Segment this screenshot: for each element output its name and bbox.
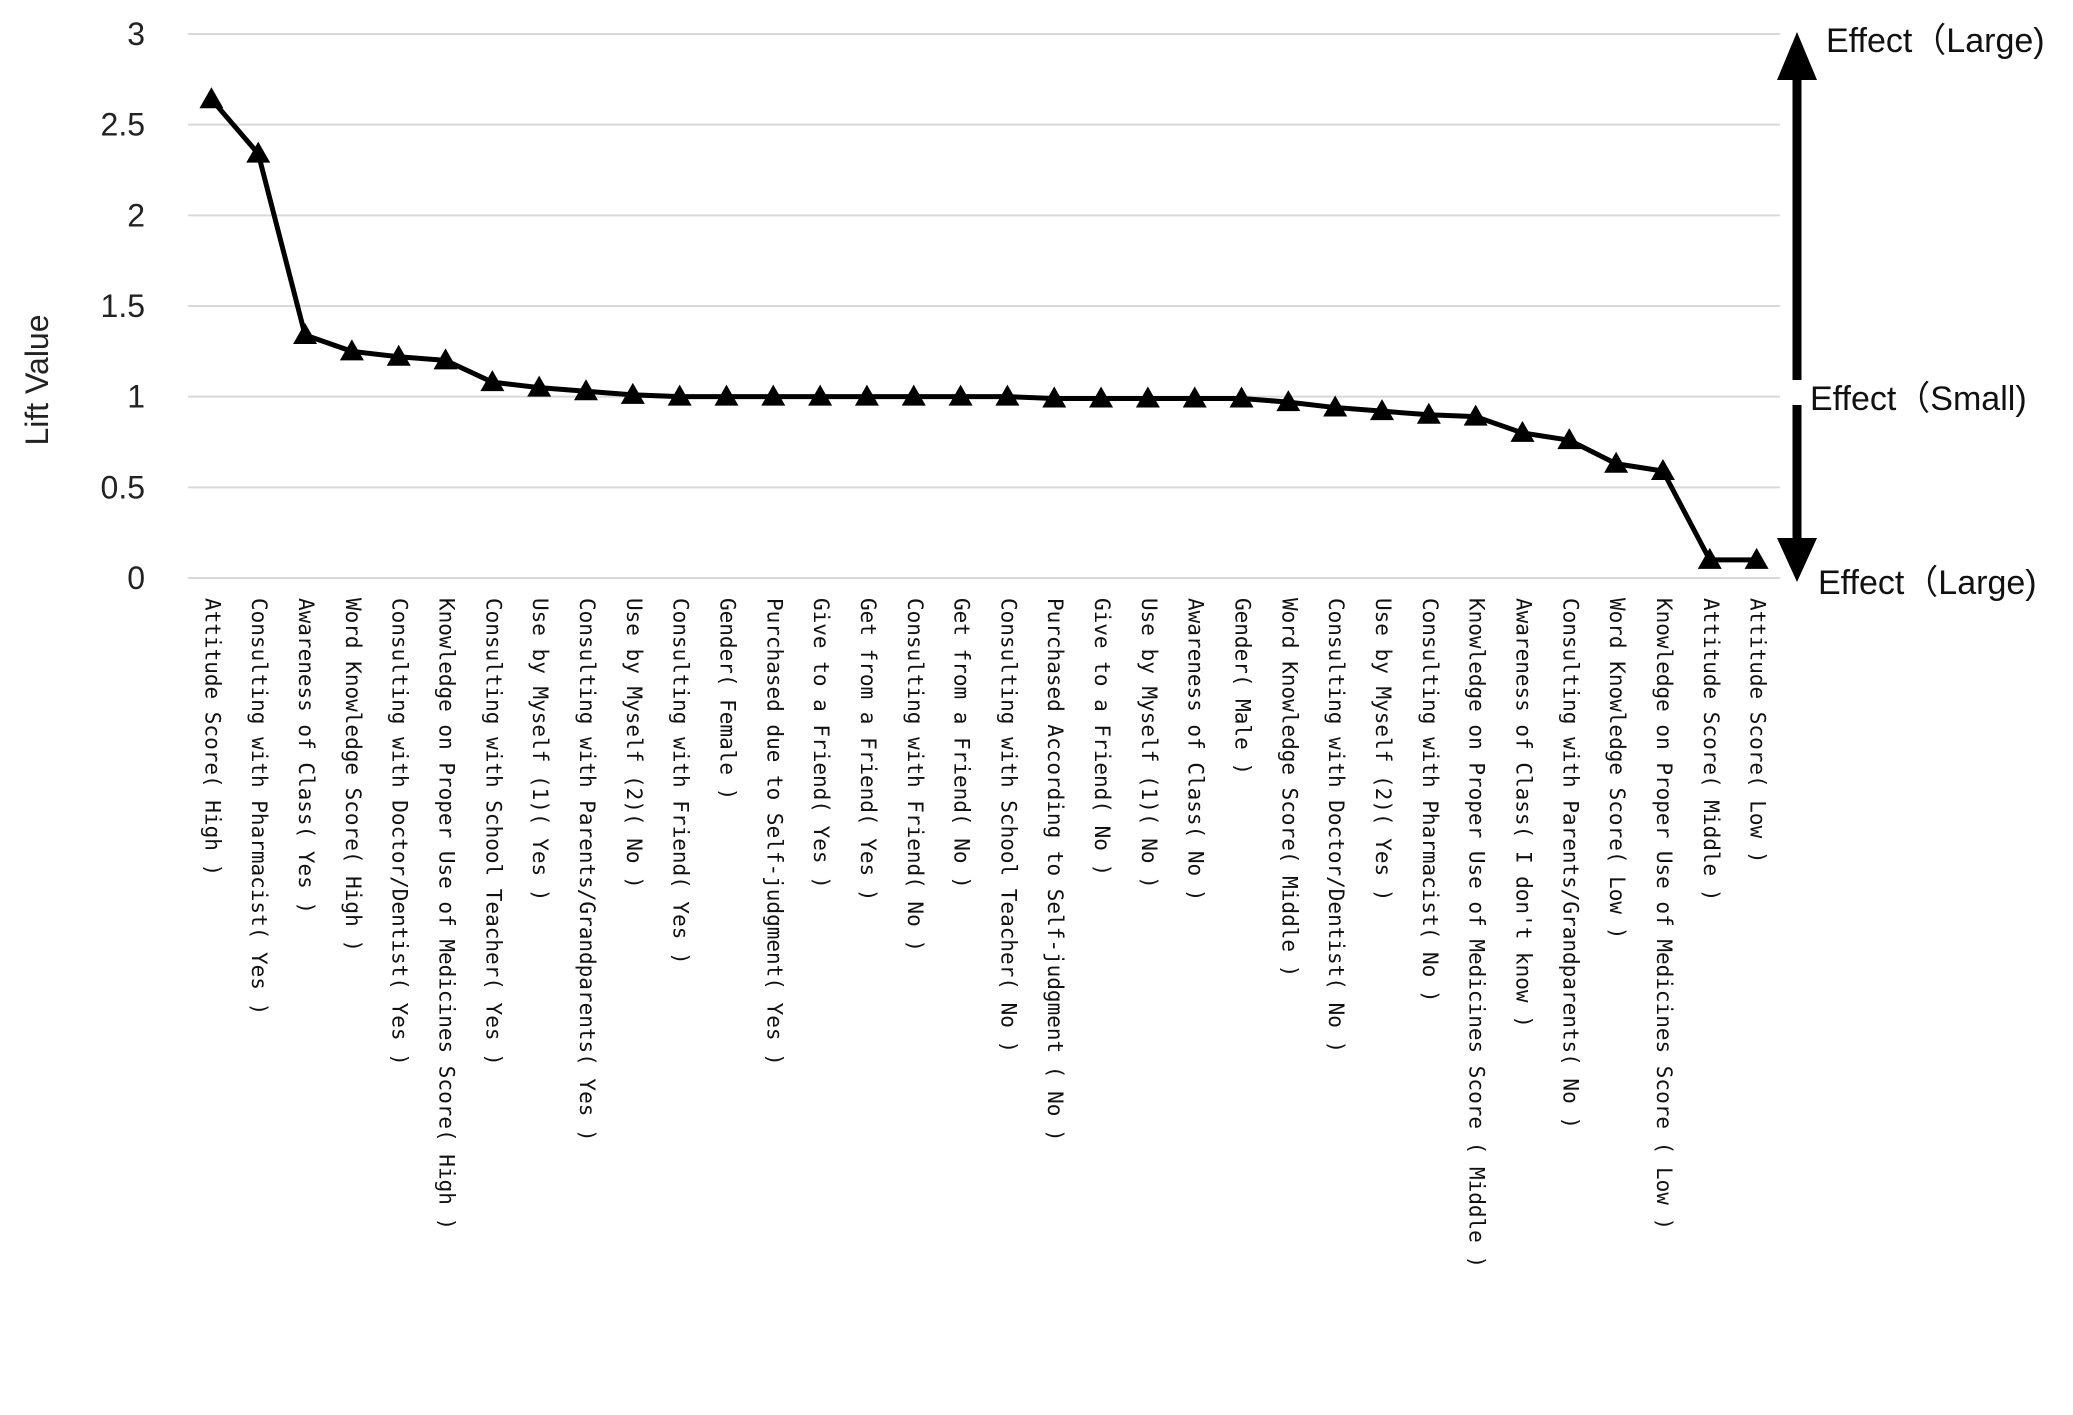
data-point-marker [1510, 420, 1535, 442]
arrow-head-down [1777, 538, 1817, 582]
data-point-marker [480, 370, 505, 392]
data-point-marker [1323, 395, 1348, 417]
data-point-marker [433, 348, 458, 370]
arrow-head-up [1777, 32, 1817, 80]
y-tick-label: 2 [127, 197, 145, 233]
data-point-marker [199, 87, 224, 109]
x-tick-label: Consulting with Pharmacist( No ) [1418, 598, 1442, 1003]
data-point-marker [1416, 402, 1441, 424]
data-point-marker [995, 384, 1020, 406]
y-tick-label: 3 [127, 16, 145, 52]
data-point-marker [1650, 459, 1675, 481]
x-tick-label: Use by Myself (2)( Yes ) [1371, 598, 1395, 901]
y-axis-ticks: 0 0.5 1 1.5 2 2.5 3 [101, 16, 145, 596]
data-point-marker [948, 384, 973, 406]
x-tick-label: Knowledge on Proper Use of Medicines Sco… [1465, 598, 1489, 1268]
x-tick-label: Consulting with Doctor/Dentist( No ) [1324, 598, 1348, 1053]
data-point-marker [1229, 386, 1254, 408]
x-tick-label: Word Knowledge Score( Low ) [1605, 598, 1629, 939]
data-point-marker [1697, 547, 1722, 569]
x-tick-label: Use by Myself (2)( No ) [622, 598, 646, 889]
x-tick-label: Get from a Friend( No ) [950, 598, 974, 889]
x-tick-label: Gender( Male ) [1231, 598, 1255, 775]
data-point-marker [386, 344, 411, 366]
x-tick-label: Purchased due to Self-judgment( Yes ) [762, 598, 786, 1066]
x-tick-label: Consulting with School Teacher( Yes ) [481, 598, 505, 1066]
x-tick-label: Get from a Friend( Yes ) [856, 598, 880, 901]
x-tick-label: Attitude Score( High ) [200, 598, 224, 876]
x-tick-label: Attitude Score( Middle ) [1699, 598, 1723, 901]
x-tick-label: Awareness of Class( No ) [1184, 598, 1208, 901]
x-tick-label: Use by Myself (1)( Yes ) [528, 598, 552, 901]
data-point-marker [620, 382, 645, 404]
x-tick-label: Knowledge on Proper Use of Medicines Sco… [435, 598, 459, 1230]
y-tick-label: 1.5 [101, 288, 145, 324]
y-tick-label: 0 [127, 560, 145, 596]
data-point-marker [714, 384, 739, 406]
data-point-marker [1182, 386, 1207, 408]
data-point-marker [854, 384, 879, 406]
x-tick-label: Consulting with Parents/Grandparents( Ye… [575, 598, 599, 1142]
data-point-marker [527, 375, 552, 397]
data-point-marker [1276, 390, 1301, 412]
series-line [209, 97, 1757, 563]
data-point-marker [293, 323, 318, 345]
data-point-marker [1135, 386, 1160, 408]
x-tick-label: Consulting with Pharmacist( Yes ) [247, 598, 271, 1015]
data-point-marker [1042, 386, 1067, 408]
y-tick-label: 2.5 [101, 107, 145, 143]
data-point-marker [1370, 399, 1394, 421]
data-point-marker [761, 384, 786, 406]
x-tick-label: Word Knowledge Score( High ) [341, 598, 365, 952]
y-axis-label: Lift Value [19, 314, 55, 445]
effect-arrow [1777, 32, 1817, 582]
data-point-marker [1604, 451, 1629, 473]
y-tick-label: 0.5 [101, 469, 145, 505]
x-tick-label: Purchased According to Self-judgment ( N… [1043, 598, 1067, 1142]
data-point-marker [1557, 428, 1582, 450]
data-point-marker [901, 384, 926, 406]
x-axis-labels: Attitude Score( High ) Consulting with Ph… [200, 598, 1769, 1268]
y-tick-label: 1 [127, 379, 145, 415]
x-tick-label: Give to a Friend( No ) [1090, 598, 1114, 876]
data-point-marker [339, 339, 364, 361]
gridlines [188, 33, 1780, 579]
data-point-marker [246, 141, 271, 163]
x-tick-label: Word Knowledge Score( Middle ) [1277, 598, 1301, 977]
x-tick-label: Knowledge on Proper Use of Medicines Sco… [1652, 598, 1676, 1230]
x-tick-label: Use by Myself (1)( No ) [1137, 598, 1161, 889]
x-tick-label: Consulting with Parents/Grandparents( No… [1558, 598, 1582, 1129]
data-point-marker [667, 384, 692, 406]
x-tick-label: Consulting with Friend( Yes ) [669, 598, 693, 965]
data-point-marker [1744, 547, 1769, 569]
series [199, 87, 1769, 569]
x-tick-label: Awareness of Class( I don't know ) [1511, 598, 1535, 1028]
x-tick-label: Consulting with Doctor/Dentist( Yes ) [388, 598, 412, 1066]
x-tick-label: Awareness of Class( Yes ) [294, 598, 318, 914]
data-point-marker [1089, 386, 1114, 408]
data-point-marker [1463, 404, 1488, 426]
effect-top-label: Effect（Large) [1826, 22, 2045, 60]
x-tick-label: Attitude Score( Low ) [1746, 598, 1770, 864]
x-tick-label: Gender( Female ) [715, 598, 739, 800]
x-tick-label: Consulting with School Teacher( No ) [996, 598, 1020, 1053]
effect-middle-label: Effect（Small) [1810, 380, 2027, 418]
effect-bottom-label: Effect（Large) [1818, 564, 2037, 602]
x-tick-label: Consulting with Friend( No ) [903, 598, 927, 952]
data-point-marker [574, 379, 598, 401]
x-tick-label: Give to a Friend( Yes ) [809, 598, 833, 889]
data-point-marker [808, 384, 833, 406]
